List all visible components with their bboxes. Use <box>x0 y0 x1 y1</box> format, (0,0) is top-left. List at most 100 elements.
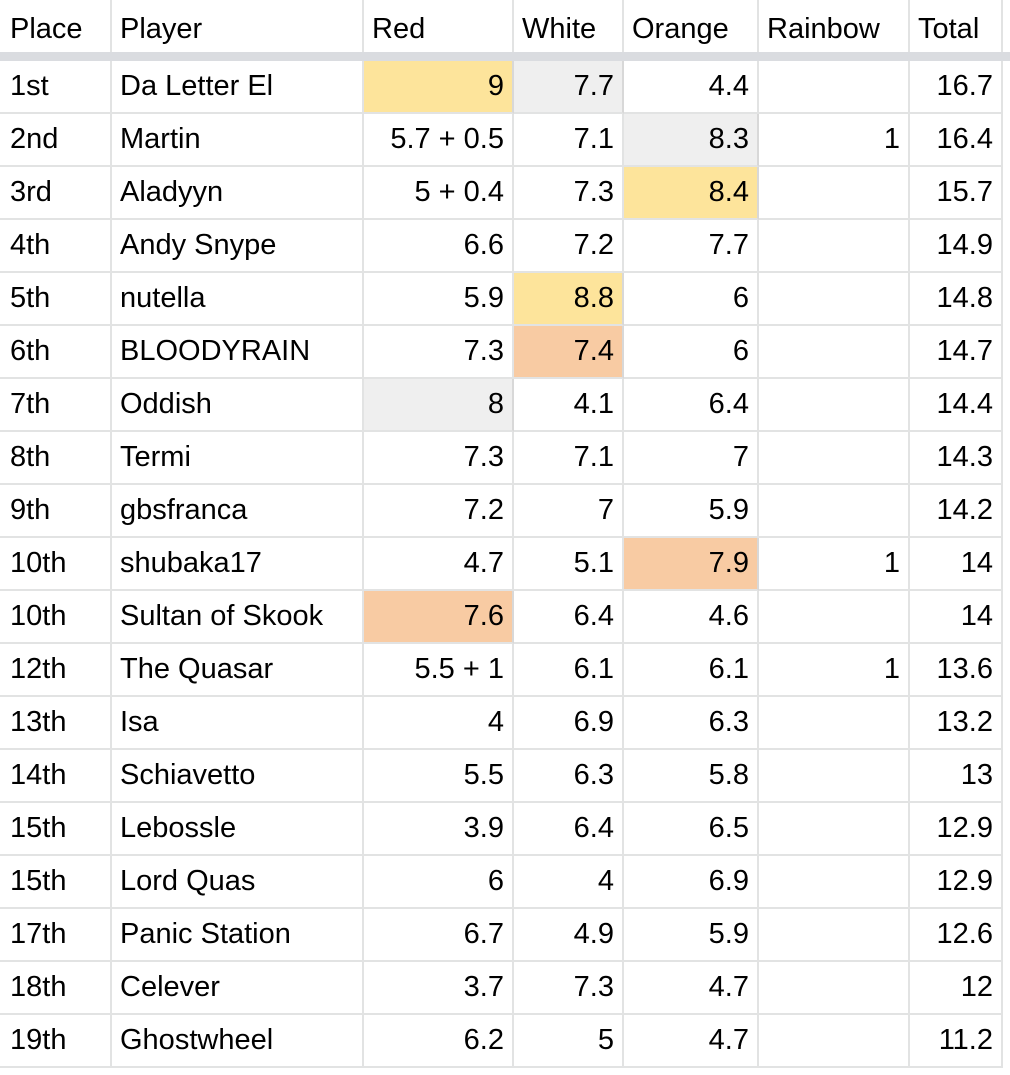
cell-total[interactable]: 13 <box>910 750 1003 803</box>
cell-rainbow[interactable] <box>759 167 910 220</box>
cell-place[interactable]: 10th <box>0 538 112 591</box>
cell-red[interactable]: 6.7 <box>364 909 514 962</box>
cell-rainbow[interactable]: 1 <box>759 114 910 167</box>
cell-white[interactable]: 5 <box>514 1015 624 1068</box>
header-total[interactable]: Total <box>910 0 1003 54</box>
cell-player[interactable]: Lebossle <box>112 803 364 856</box>
cell-orange[interactable]: 6.9 <box>624 856 759 909</box>
cell-place[interactable]: 9th <box>0 485 112 538</box>
cell-player[interactable]: Da Letter El <box>112 61 364 114</box>
cell-total[interactable]: 12 <box>910 962 1003 1015</box>
cell-total[interactable]: 16.4 <box>910 114 1003 167</box>
cell-white[interactable]: 7.3 <box>514 167 624 220</box>
cell-red[interactable]: 4.7 <box>364 538 514 591</box>
cell-red[interactable]: 5.7 + 0.5 <box>364 114 514 167</box>
cell-total[interactable]: 14 <box>910 591 1003 644</box>
cell-orange[interactable]: 4.7 <box>624 962 759 1015</box>
cell-red[interactable]: 7.6 <box>364 591 514 644</box>
cell-red[interactable]: 3.9 <box>364 803 514 856</box>
cell-total[interactable]: 14.3 <box>910 432 1003 485</box>
header-place[interactable]: Place <box>0 0 112 54</box>
cell-player[interactable]: Panic Station <box>112 909 364 962</box>
frozen-row-divider[interactable] <box>0 52 1010 61</box>
cell-red[interactable]: 4 <box>364 697 514 750</box>
cell-orange[interactable]: 4.4 <box>624 61 759 114</box>
cell-orange[interactable]: 7.9 <box>624 538 759 591</box>
header-orange[interactable]: Orange <box>624 0 759 54</box>
cell-player[interactable]: Celever <box>112 962 364 1015</box>
cell-player[interactable]: Andy Snype <box>112 220 364 273</box>
cell-orange[interactable]: 4.6 <box>624 591 759 644</box>
cell-total[interactable]: 12.6 <box>910 909 1003 962</box>
cell-rainbow[interactable] <box>759 750 910 803</box>
cell-orange[interactable]: 5.8 <box>624 750 759 803</box>
cell-rainbow[interactable] <box>759 220 910 273</box>
cell-total[interactable]: 14.8 <box>910 273 1003 326</box>
cell-place[interactable]: 19th <box>0 1015 112 1068</box>
cell-orange[interactable]: 5.9 <box>624 485 759 538</box>
cell-rainbow[interactable] <box>759 909 910 962</box>
cell-white[interactable]: 6.3 <box>514 750 624 803</box>
cell-rainbow[interactable]: 1 <box>759 644 910 697</box>
cell-white[interactable]: 7.1 <box>514 114 624 167</box>
cell-red[interactable]: 5 + 0.4 <box>364 167 514 220</box>
cell-orange[interactable]: 7 <box>624 432 759 485</box>
cell-rainbow[interactable] <box>759 61 910 114</box>
cell-place[interactable]: 8th <box>0 432 112 485</box>
cell-player[interactable]: Sultan of Skook <box>112 591 364 644</box>
cell-red[interactable]: 6.2 <box>364 1015 514 1068</box>
cell-player[interactable]: BLOODYRAIN <box>112 326 364 379</box>
cell-red[interactable]: 6.6 <box>364 220 514 273</box>
cell-rainbow[interactable] <box>759 326 910 379</box>
cell-white[interactable]: 6.4 <box>514 591 624 644</box>
cell-rainbow[interactable] <box>759 962 910 1015</box>
cell-place[interactable]: 7th <box>0 379 112 432</box>
cell-white[interactable]: 7.4 <box>514 326 624 379</box>
cell-place[interactable]: 10th <box>0 591 112 644</box>
cell-orange[interactable]: 6 <box>624 273 759 326</box>
cell-orange[interactable]: 6.1 <box>624 644 759 697</box>
cell-player[interactable]: Martin <box>112 114 364 167</box>
cell-orange[interactable]: 8.3 <box>624 114 759 167</box>
cell-player[interactable]: gbsfranca <box>112 485 364 538</box>
cell-rainbow[interactable] <box>759 697 910 750</box>
header-rainbow[interactable]: Rainbow <box>759 0 910 54</box>
cell-orange[interactable]: 6 <box>624 326 759 379</box>
cell-red[interactable]: 6 <box>364 856 514 909</box>
cell-place[interactable]: 13th <box>0 697 112 750</box>
cell-player[interactable]: Ghostwheel <box>112 1015 364 1068</box>
cell-total[interactable]: 16.7 <box>910 61 1003 114</box>
cell-rainbow[interactable] <box>759 379 910 432</box>
cell-white[interactable]: 4 <box>514 856 624 909</box>
cell-rainbow[interactable] <box>759 1015 910 1068</box>
cell-rainbow[interactable] <box>759 485 910 538</box>
cell-red[interactable]: 3.7 <box>364 962 514 1015</box>
cell-place[interactable]: 17th <box>0 909 112 962</box>
cell-white[interactable]: 7 <box>514 485 624 538</box>
cell-place[interactable]: 4th <box>0 220 112 273</box>
cell-red[interactable]: 5.9 <box>364 273 514 326</box>
cell-rainbow[interactable] <box>759 856 910 909</box>
cell-red[interactable]: 7.3 <box>364 326 514 379</box>
cell-total[interactable]: 12.9 <box>910 803 1003 856</box>
cell-place[interactable]: 15th <box>0 856 112 909</box>
cell-rainbow[interactable] <box>759 273 910 326</box>
header-player[interactable]: Player <box>112 0 364 54</box>
cell-player[interactable]: Termi <box>112 432 364 485</box>
cell-red[interactable]: 7.2 <box>364 485 514 538</box>
cell-orange[interactable]: 4.7 <box>624 1015 759 1068</box>
cell-total[interactable]: 13.6 <box>910 644 1003 697</box>
cell-place[interactable]: 18th <box>0 962 112 1015</box>
cell-place[interactable]: 5th <box>0 273 112 326</box>
cell-orange[interactable]: 7.7 <box>624 220 759 273</box>
cell-place[interactable]: 2nd <box>0 114 112 167</box>
cell-white[interactable]: 7.2 <box>514 220 624 273</box>
cell-white[interactable]: 7.3 <box>514 962 624 1015</box>
cell-white[interactable]: 5.1 <box>514 538 624 591</box>
cell-orange[interactable]: 8.4 <box>624 167 759 220</box>
cell-orange[interactable]: 6.5 <box>624 803 759 856</box>
cell-white[interactable]: 7.1 <box>514 432 624 485</box>
cell-red[interactable]: 8 <box>364 379 514 432</box>
cell-orange[interactable]: 5.9 <box>624 909 759 962</box>
cell-total[interactable]: 15.7 <box>910 167 1003 220</box>
